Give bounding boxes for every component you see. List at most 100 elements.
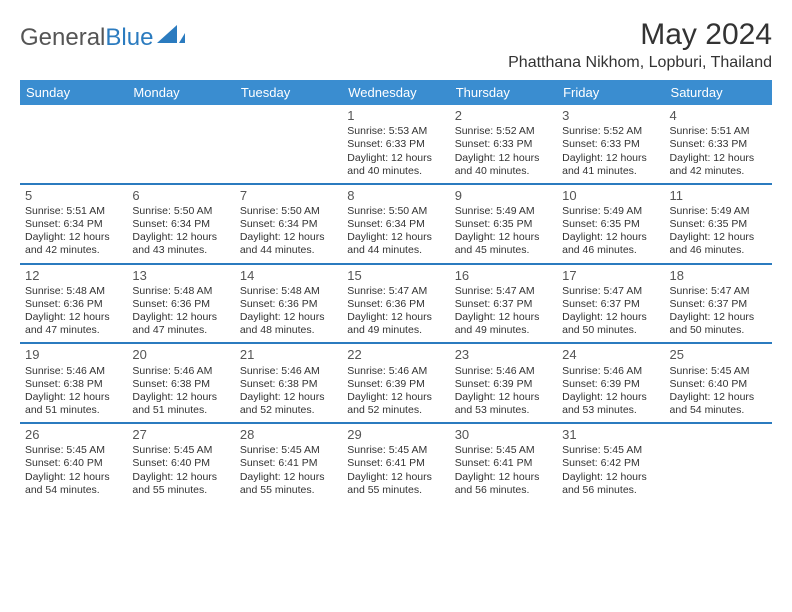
sunset-line: Sunset: 6:40 PM [670, 378, 767, 391]
sunset-line: Sunset: 6:42 PM [562, 457, 659, 470]
dayname-fri: Friday [557, 80, 664, 105]
sunset-line: Sunset: 6:38 PM [132, 378, 229, 391]
day-number: 29 [347, 427, 444, 443]
sunset-line: Sunset: 6:37 PM [562, 298, 659, 311]
day-cell: 18Sunrise: 5:47 AMSunset: 6:37 PMDayligh… [665, 265, 772, 343]
sunrise-line: Sunrise: 5:50 AM [132, 205, 229, 218]
sunset-line: Sunset: 6:34 PM [347, 218, 444, 231]
day-number: 9 [455, 188, 552, 204]
day-number: 26 [25, 427, 122, 443]
day-number: 2 [455, 108, 552, 124]
day-cell: 2Sunrise: 5:52 AMSunset: 6:33 PMDaylight… [450, 105, 557, 183]
day-number: 19 [25, 347, 122, 363]
brand-part2: Blue [105, 24, 153, 52]
day-number: 24 [562, 347, 659, 363]
week-row: 19Sunrise: 5:46 AMSunset: 6:38 PMDayligh… [20, 343, 772, 423]
day-cell: 16Sunrise: 5:47 AMSunset: 6:37 PMDayligh… [450, 265, 557, 343]
sunrise-line: Sunrise: 5:46 AM [455, 365, 552, 378]
day-number: 13 [132, 268, 229, 284]
day-cell: 12Sunrise: 5:48 AMSunset: 6:36 PMDayligh… [20, 265, 127, 343]
sunset-line: Sunset: 6:39 PM [347, 378, 444, 391]
day-number: 8 [347, 188, 444, 204]
daylight-line: Daylight: 12 hours and 53 minutes. [562, 391, 659, 417]
day-cell: 4Sunrise: 5:51 AMSunset: 6:33 PMDaylight… [665, 105, 772, 183]
daylight-line: Daylight: 12 hours and 51 minutes. [25, 391, 122, 417]
sunset-line: Sunset: 6:41 PM [240, 457, 337, 470]
sunset-line: Sunset: 6:33 PM [562, 138, 659, 151]
sunrise-line: Sunrise: 5:45 AM [347, 444, 444, 457]
sunset-line: Sunset: 6:38 PM [240, 378, 337, 391]
day-number: 3 [562, 108, 659, 124]
day-number: 16 [455, 268, 552, 284]
daylight-line: Daylight: 12 hours and 50 minutes. [670, 311, 767, 337]
sunset-line: Sunset: 6:33 PM [670, 138, 767, 151]
daylight-line: Daylight: 12 hours and 56 minutes. [562, 471, 659, 497]
weeks-container: 1Sunrise: 5:53 AMSunset: 6:33 PMDaylight… [20, 105, 772, 502]
sunrise-line: Sunrise: 5:51 AM [670, 125, 767, 138]
sail-icon [157, 24, 185, 52]
brand-part1: General [20, 24, 105, 52]
sunrise-line: Sunrise: 5:45 AM [562, 444, 659, 457]
daylight-line: Daylight: 12 hours and 47 minutes. [25, 311, 122, 337]
daylight-line: Daylight: 12 hours and 44 minutes. [347, 231, 444, 257]
sunset-line: Sunset: 6:34 PM [132, 218, 229, 231]
sunset-line: Sunset: 6:34 PM [25, 218, 122, 231]
daylight-line: Daylight: 12 hours and 55 minutes. [347, 471, 444, 497]
sunset-line: Sunset: 6:38 PM [25, 378, 122, 391]
sunset-line: Sunset: 6:33 PM [455, 138, 552, 151]
sunrise-line: Sunrise: 5:50 AM [240, 205, 337, 218]
daylight-line: Daylight: 12 hours and 51 minutes. [132, 391, 229, 417]
daylight-line: Daylight: 12 hours and 55 minutes. [132, 471, 229, 497]
sunset-line: Sunset: 6:41 PM [455, 457, 552, 470]
sunset-line: Sunset: 6:36 PM [347, 298, 444, 311]
day-number: 18 [670, 268, 767, 284]
day-number: 7 [240, 188, 337, 204]
day-number: 23 [455, 347, 552, 363]
day-number: 10 [562, 188, 659, 204]
day-cell: 9Sunrise: 5:49 AMSunset: 6:35 PMDaylight… [450, 185, 557, 263]
sunrise-line: Sunrise: 5:48 AM [25, 285, 122, 298]
week-row: 12Sunrise: 5:48 AMSunset: 6:36 PMDayligh… [20, 264, 772, 344]
sunset-line: Sunset: 6:35 PM [670, 218, 767, 231]
sunrise-line: Sunrise: 5:52 AM [455, 125, 552, 138]
sunset-line: Sunset: 6:41 PM [347, 457, 444, 470]
title-block: May 2024 Phatthana Nikhom, Lopburi, Thai… [508, 18, 772, 72]
day-number: 1 [347, 108, 444, 124]
daylight-line: Daylight: 12 hours and 54 minutes. [25, 471, 122, 497]
day-cell: 29Sunrise: 5:45 AMSunset: 6:41 PMDayligh… [342, 424, 449, 502]
week-row: 26Sunrise: 5:45 AMSunset: 6:40 PMDayligh… [20, 423, 772, 502]
calendar: Sunday Monday Tuesday Wednesday Thursday… [20, 80, 772, 502]
daylight-line: Daylight: 12 hours and 42 minutes. [670, 152, 767, 178]
daylight-line: Daylight: 12 hours and 40 minutes. [455, 152, 552, 178]
day-number: 21 [240, 347, 337, 363]
day-header-row: Sunday Monday Tuesday Wednesday Thursday… [20, 80, 772, 105]
sunrise-line: Sunrise: 5:45 AM [240, 444, 337, 457]
day-cell: 25Sunrise: 5:45 AMSunset: 6:40 PMDayligh… [665, 344, 772, 422]
day-cell: 31Sunrise: 5:45 AMSunset: 6:42 PMDayligh… [557, 424, 664, 502]
day-cell: 26Sunrise: 5:45 AMSunset: 6:40 PMDayligh… [20, 424, 127, 502]
header: GeneralBlue May 2024 Phatthana Nikhom, L… [20, 18, 772, 72]
sunrise-line: Sunrise: 5:45 AM [670, 365, 767, 378]
sunrise-line: Sunrise: 5:46 AM [25, 365, 122, 378]
daylight-line: Daylight: 12 hours and 46 minutes. [670, 231, 767, 257]
dayname-sun: Sunday [20, 80, 127, 105]
sunrise-line: Sunrise: 5:49 AM [455, 205, 552, 218]
day-number: 30 [455, 427, 552, 443]
day-cell [665, 424, 772, 502]
day-cell: 30Sunrise: 5:45 AMSunset: 6:41 PMDayligh… [450, 424, 557, 502]
sunrise-line: Sunrise: 5:47 AM [670, 285, 767, 298]
day-cell: 8Sunrise: 5:50 AMSunset: 6:34 PMDaylight… [342, 185, 449, 263]
sunset-line: Sunset: 6:40 PM [132, 457, 229, 470]
sunset-line: Sunset: 6:33 PM [347, 138, 444, 151]
day-cell: 1Sunrise: 5:53 AMSunset: 6:33 PMDaylight… [342, 105, 449, 183]
day-number: 27 [132, 427, 229, 443]
day-cell: 20Sunrise: 5:46 AMSunset: 6:38 PMDayligh… [127, 344, 234, 422]
sunrise-line: Sunrise: 5:48 AM [132, 285, 229, 298]
day-number: 4 [670, 108, 767, 124]
sunrise-line: Sunrise: 5:49 AM [562, 205, 659, 218]
day-cell [235, 105, 342, 183]
day-number: 28 [240, 427, 337, 443]
day-number: 25 [670, 347, 767, 363]
daylight-line: Daylight: 12 hours and 42 minutes. [25, 231, 122, 257]
sunrise-line: Sunrise: 5:52 AM [562, 125, 659, 138]
